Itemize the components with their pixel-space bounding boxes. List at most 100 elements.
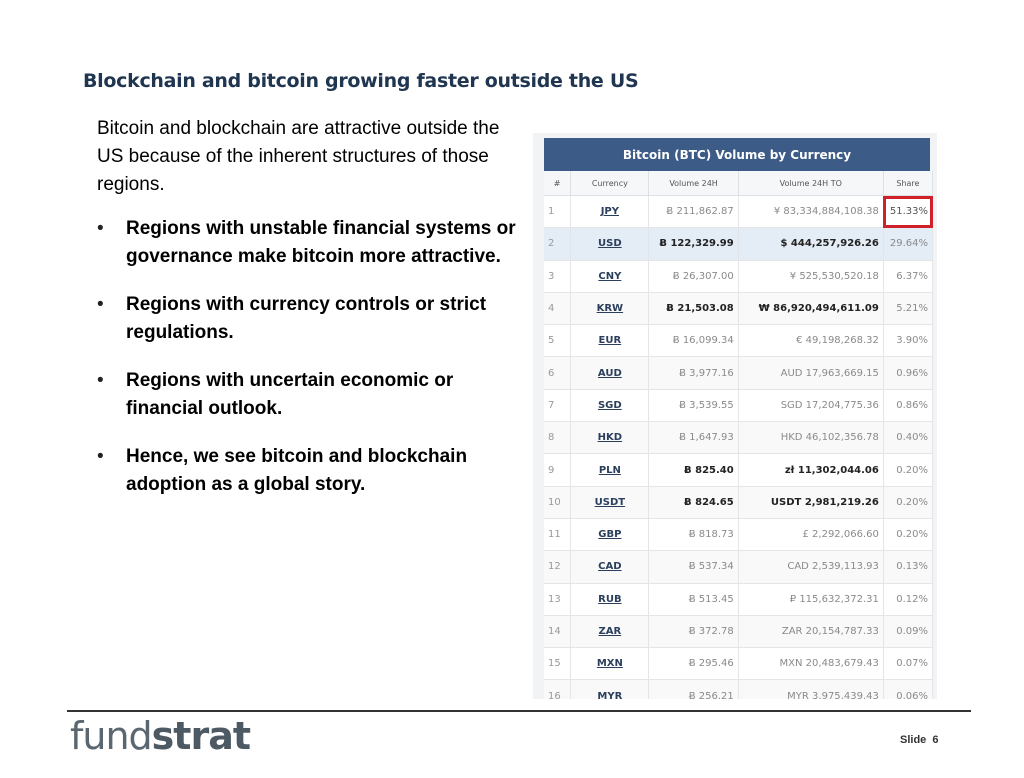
column-header-rank: # bbox=[544, 171, 572, 196]
column-header-volume-24h-to: Volume 24H TO bbox=[738, 171, 884, 196]
volume-24h-to-cell: CAD 2,539,113.93 bbox=[738, 550, 884, 584]
share-cell: 0.40% bbox=[883, 421, 934, 455]
currency-link[interactable]: SGD bbox=[570, 389, 650, 423]
rank-cell: 14 bbox=[544, 615, 572, 649]
logo-text-bold: strat bbox=[151, 714, 251, 758]
volume-24h-cell: Ƀ 295.46 bbox=[648, 647, 739, 681]
bullet-icon: • bbox=[97, 446, 104, 467]
rank-cell: 1 bbox=[544, 195, 572, 229]
volume-24h-cell: Ƀ 211,862.87 bbox=[648, 195, 739, 229]
table-row: 7 SGD Ƀ 3,539.55 SGD 17,204,775.36 0.86% bbox=[544, 389, 934, 423]
currency-link[interactable]: AUD bbox=[570, 356, 650, 390]
btc-volume-table-image: Bitcoin (BTC) Volume by Currency # Curre… bbox=[533, 133, 937, 699]
bullet-item: • Regions with uncertain economic or fina… bbox=[97, 367, 517, 423]
slide-number: Slide 6 bbox=[900, 734, 939, 746]
currency-link[interactable]: ZAR bbox=[570, 615, 650, 649]
volume-24h-cell: Ƀ 21,503.08 bbox=[648, 292, 739, 326]
slide-label: Slide bbox=[900, 734, 927, 746]
rank-cell: 10 bbox=[544, 486, 572, 519]
rank-cell: 7 bbox=[544, 389, 572, 423]
rank-cell: 8 bbox=[544, 421, 572, 455]
bullet-icon: • bbox=[97, 218, 104, 239]
volume-24h-to-cell: SGD 17,204,775.36 bbox=[738, 389, 884, 423]
fundstrat-logo: fundstrat bbox=[70, 714, 251, 758]
table-row: 2 USD Ƀ 122,329.99 $ 444,257,926.26 29.64% bbox=[544, 227, 934, 261]
volume-24h-cell: Ƀ 3,539.55 bbox=[648, 389, 739, 423]
column-header-share: Share bbox=[883, 171, 934, 196]
footer-divider bbox=[67, 710, 971, 712]
btc-volume-table: # Currency Volume 24H Volume 24H TO Shar… bbox=[544, 171, 934, 699]
volume-24h-cell: Ƀ 26,307.00 bbox=[648, 260, 739, 293]
volume-24h-to-cell: HKD 46,102,356.78 bbox=[738, 421, 884, 455]
currency-link[interactable]: USD bbox=[570, 227, 650, 261]
volume-24h-to-cell: ₽ 115,632,372.31 bbox=[738, 583, 884, 616]
volume-24h-to-cell: MYR 3,975,439.43 bbox=[738, 679, 884, 699]
currency-link[interactable]: KRW bbox=[570, 292, 650, 326]
bullet-item: • Regions with currency controls or stric… bbox=[97, 291, 517, 347]
table-row: 5 EUR Ƀ 16,099.34 € 49,198,268.32 3.90% bbox=[544, 324, 934, 358]
volume-24h-to-cell: ₩ 86,920,494,611.09 bbox=[738, 292, 884, 326]
currency-link[interactable]: CAD bbox=[570, 550, 650, 584]
volume-24h-cell: Ƀ 825.40 bbox=[648, 453, 739, 487]
share-cell: 0.20% bbox=[883, 453, 934, 487]
rank-cell: 13 bbox=[544, 583, 572, 616]
currency-link[interactable]: HKD bbox=[570, 421, 650, 455]
table-row: 1 JPY Ƀ 211,862.87 ¥ 83,334,884,108.38 51.33… bbox=[544, 195, 934, 229]
volume-24h-to-cell: € 49,198,268.32 bbox=[738, 324, 884, 358]
currency-link[interactable]: CNY bbox=[570, 260, 650, 293]
currency-link[interactable]: EUR bbox=[570, 324, 650, 358]
bullet-icon: • bbox=[97, 294, 104, 315]
volume-24h-cell: Ƀ 513.45 bbox=[648, 583, 739, 616]
volume-24h-to-cell: ¥ 525,530,520.18 bbox=[738, 260, 884, 293]
table-row: 8 HKD Ƀ 1,647.93 HKD 46,102,356.78 0.40% bbox=[544, 421, 934, 455]
volume-24h-cell: Ƀ 122,329.99 bbox=[648, 227, 739, 261]
currency-link[interactable]: RUB bbox=[570, 583, 650, 616]
currency-link[interactable]: JPY bbox=[570, 195, 650, 229]
share-cell: 3.90% bbox=[883, 324, 934, 358]
volume-24h-to-cell: zł 11,302,044.06 bbox=[738, 453, 884, 487]
rank-cell: 12 bbox=[544, 550, 572, 584]
column-header-currency: Currency bbox=[570, 171, 650, 196]
volume-24h-cell: Ƀ 16,099.34 bbox=[648, 324, 739, 358]
volume-24h-to-cell: MXN 20,483,679.43 bbox=[738, 647, 884, 681]
volume-24h-cell: Ƀ 1,647.93 bbox=[648, 421, 739, 455]
currency-link[interactable]: USDT bbox=[570, 486, 650, 519]
rank-cell: 6 bbox=[544, 356, 572, 390]
volume-24h-cell: Ƀ 537.34 bbox=[648, 550, 739, 584]
share-cell: 0.06% bbox=[883, 679, 934, 699]
table-row: 12 CAD Ƀ 537.34 CAD 2,539,113.93 0.13% bbox=[544, 550, 934, 584]
rank-cell: 15 bbox=[544, 647, 572, 681]
table-title: Bitcoin (BTC) Volume by Currency bbox=[544, 138, 930, 171]
bullet-item: • Regions with unstable financial systems… bbox=[97, 215, 517, 271]
volume-24h-cell: Ƀ 3,977.16 bbox=[648, 356, 739, 390]
share-cell: 5.21% bbox=[883, 292, 934, 326]
table-row: 16 MYR Ƀ 256.21 MYR 3,975,439.43 0.06% bbox=[544, 679, 934, 699]
slide-title: Blockchain and bitcoin growing faster ou… bbox=[83, 70, 639, 92]
table-row: 9 PLN Ƀ 825.40 zł 11,302,044.06 0.20% bbox=[544, 453, 934, 487]
share-cell: 0.13% bbox=[883, 550, 934, 584]
bullet-text: Regions with unstable financial systems … bbox=[126, 218, 516, 267]
share-cell: 0.12% bbox=[883, 583, 934, 616]
table-row: 3 CNY Ƀ 26,307.00 ¥ 525,530,520.18 6.37% bbox=[544, 260, 934, 293]
table-header-row: # Currency Volume 24H Volume 24H TO Shar… bbox=[544, 171, 934, 196]
share-cell: 6.37% bbox=[883, 260, 934, 293]
share-cell: 0.07% bbox=[883, 647, 934, 681]
currency-link[interactable]: GBP bbox=[570, 518, 650, 552]
currency-link[interactable]: MYR bbox=[570, 679, 650, 699]
table-row: 11 GBP Ƀ 818.73 £ 2,292,066.60 0.20% bbox=[544, 518, 934, 552]
currency-link[interactable]: PLN bbox=[570, 453, 650, 487]
volume-24h-cell: Ƀ 818.73 bbox=[648, 518, 739, 552]
table-row: 4 KRW Ƀ 21,503.08 ₩ 86,920,494,611.09 5.21% bbox=[544, 292, 934, 326]
volume-24h-cell: Ƀ 372.78 bbox=[648, 615, 739, 649]
volume-24h-to-cell: USDT 2,981,219.26 bbox=[738, 486, 884, 519]
volume-24h-to-cell: £ 2,292,066.60 bbox=[738, 518, 884, 552]
table-row: 15 MXN Ƀ 295.46 MXN 20,483,679.43 0.07% bbox=[544, 647, 934, 681]
share-cell: 0.09% bbox=[883, 615, 934, 649]
volume-24h-to-cell: $ 444,257,926.26 bbox=[738, 227, 884, 261]
currency-link[interactable]: MXN bbox=[570, 647, 650, 681]
rank-cell: 2 bbox=[544, 227, 572, 261]
rank-cell: 16 bbox=[544, 679, 572, 699]
rank-cell: 9 bbox=[544, 453, 572, 487]
bullet-text: Hence, we see bitcoin and blockchain ado… bbox=[126, 446, 468, 495]
share-cell: 0.96% bbox=[883, 356, 934, 390]
